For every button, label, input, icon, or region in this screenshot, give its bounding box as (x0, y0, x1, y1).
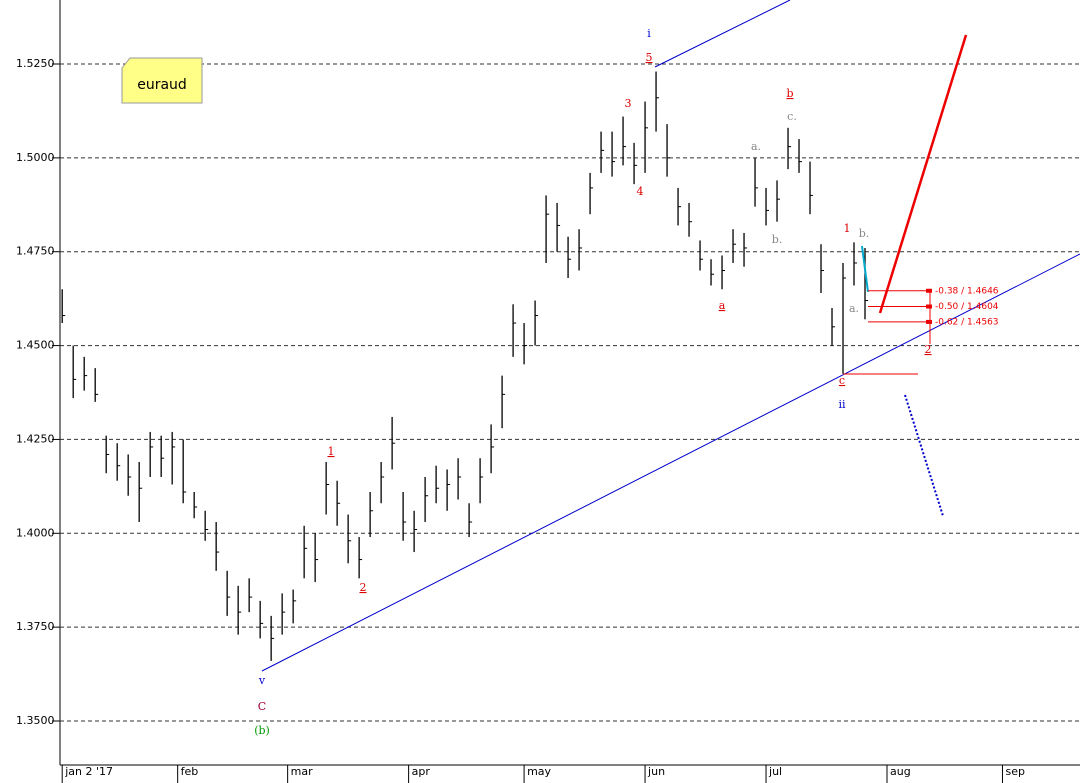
wave-label: b. (772, 233, 783, 246)
y-tick-label: 1.3750 (16, 620, 55, 633)
y-tick-label: 1.5250 (16, 57, 55, 70)
note-box (121, 57, 203, 104)
projection-up (878, 34, 968, 314)
wave-label: a. (751, 140, 761, 153)
y-tick-label: 1.3500 (16, 714, 55, 727)
wave-label: a (719, 299, 726, 312)
x-tick-label: jul (768, 765, 782, 778)
wave-label: v (258, 674, 266, 687)
wave-label: 5 (646, 51, 653, 64)
sticky-note: euraud (121, 57, 203, 104)
x-tick-label: sep (1005, 765, 1024, 778)
x-tick-label: feb (181, 765, 199, 778)
fib-handle (926, 288, 932, 293)
note-text: euraud (137, 77, 187, 93)
wave-label: b (786, 87, 793, 100)
wave-label: 4 (637, 185, 644, 198)
y-tick-label: 1.4000 (16, 526, 55, 539)
projection-down (904, 394, 944, 517)
grid (60, 63, 1080, 722)
wave-label: 1 (328, 445, 335, 458)
wave-label: c (839, 374, 845, 387)
y-tick-label: 1.4250 (16, 432, 55, 445)
wave-label: 1 (844, 222, 851, 235)
x-tick-label: aug (890, 765, 911, 778)
x-tick-label: jun (647, 765, 665, 778)
wave-label: a. (849, 302, 859, 315)
x-tick-label: may (527, 765, 551, 778)
wave-label: b. (859, 227, 870, 240)
wave-label: c. (787, 110, 797, 123)
wave-label: (b) (254, 724, 270, 737)
wave-label: 3 (625, 97, 632, 110)
x-tick-label: jan 2 '17 (64, 765, 113, 778)
channel-line (654, 0, 791, 68)
y-tick-label: 1.4750 (16, 245, 55, 258)
wave-label: i (647, 27, 651, 40)
wave-label: 2 (925, 343, 932, 356)
wave-marker (861, 245, 869, 293)
fib-handle (926, 319, 932, 324)
bars (61, 71, 869, 661)
trend-line (261, 253, 1080, 672)
y-tick-label: 1.4500 (16, 339, 55, 352)
fib-label: -0.50 / 1.4604 (935, 302, 999, 312)
fib-label: -0.62 / 1.4563 (935, 317, 999, 327)
x-tick-label: apr (412, 765, 431, 778)
wave-label: 2 (360, 581, 367, 594)
wave-label: ii (838, 398, 846, 411)
y-tick-label: 1.5000 (16, 151, 55, 164)
fib-handle (926, 304, 932, 309)
fib-label: -0.38 / 1.4646 (935, 286, 999, 296)
x-tick-label: mar (291, 765, 313, 778)
wave-label: C (258, 700, 266, 713)
